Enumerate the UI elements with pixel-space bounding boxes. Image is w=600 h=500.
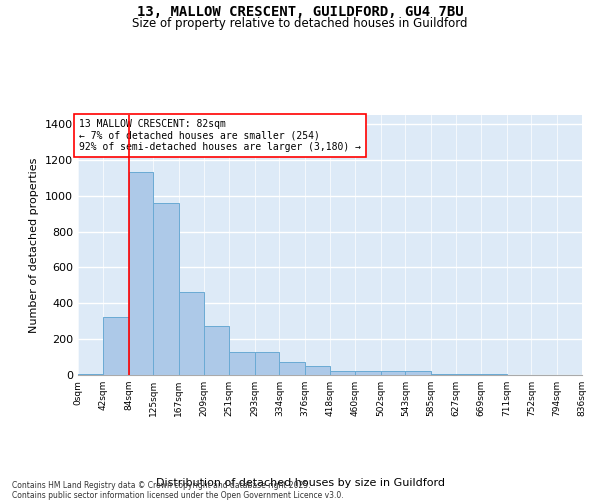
Text: 13 MALLOW CRESCENT: 82sqm
← 7% of detached houses are smaller (254)
92% of semi-: 13 MALLOW CRESCENT: 82sqm ← 7% of detach… [79, 119, 361, 152]
Bar [103, 316, 128, 375]
Text: Size of property relative to detached houses in Guildford: Size of property relative to detached ho… [132, 18, 468, 30]
Bar [355, 372, 380, 375]
Bar [305, 366, 330, 375]
Bar [406, 370, 431, 375]
Text: Contains HM Land Registry data © Crown copyright and database right 2025.
Contai: Contains HM Land Registry data © Crown c… [12, 480, 344, 500]
Bar [481, 374, 506, 375]
Bar [431, 374, 456, 375]
Bar [179, 292, 204, 375]
Bar [456, 374, 481, 375]
Text: 13, MALLOW CRESCENT, GUILDFORD, GU4 7BU: 13, MALLOW CRESCENT, GUILDFORD, GU4 7BU [137, 5, 463, 19]
Bar [154, 203, 179, 375]
Bar [78, 374, 103, 375]
Y-axis label: Number of detached properties: Number of detached properties [29, 158, 40, 332]
Bar [280, 362, 305, 375]
Bar [380, 370, 406, 375]
Text: Distribution of detached houses by size in Guildford: Distribution of detached houses by size … [155, 478, 445, 488]
Bar [254, 352, 280, 375]
Bar [330, 370, 355, 375]
Bar [204, 326, 229, 375]
Bar [229, 352, 254, 375]
Bar [128, 172, 154, 375]
